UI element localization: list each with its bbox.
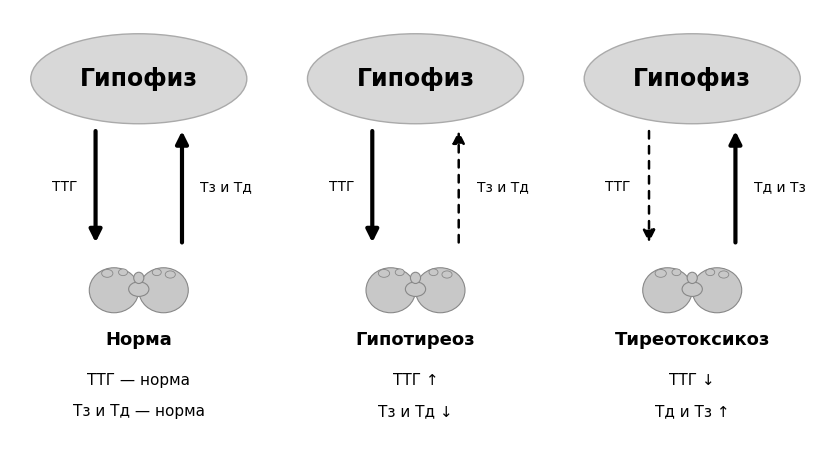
- Ellipse shape: [378, 270, 390, 277]
- Text: Гипофиз: Гипофиз: [80, 67, 198, 91]
- Ellipse shape: [429, 269, 438, 275]
- Ellipse shape: [101, 270, 113, 277]
- Ellipse shape: [129, 282, 149, 297]
- Ellipse shape: [719, 271, 729, 278]
- Text: ТТГ: ТТГ: [328, 180, 354, 194]
- Text: ТТГ: ТТГ: [52, 180, 77, 194]
- Text: Тиреотоксикоз: Тиреотоксикоз: [615, 331, 770, 349]
- Ellipse shape: [406, 282, 425, 297]
- Ellipse shape: [134, 272, 144, 284]
- Ellipse shape: [139, 268, 189, 313]
- Ellipse shape: [307, 34, 524, 124]
- Ellipse shape: [672, 269, 681, 275]
- Text: ТТГ — норма: ТТГ — норма: [87, 373, 190, 388]
- Text: ТТГ: ТТГ: [605, 180, 631, 194]
- Text: Тз и Тд: Тз и Тд: [200, 180, 252, 194]
- Ellipse shape: [642, 268, 692, 313]
- Ellipse shape: [366, 268, 416, 313]
- Ellipse shape: [706, 269, 715, 275]
- Ellipse shape: [584, 34, 800, 124]
- Ellipse shape: [411, 272, 420, 284]
- Ellipse shape: [165, 271, 175, 278]
- Ellipse shape: [31, 34, 247, 124]
- Text: ТТГ ↑: ТТГ ↑: [393, 373, 438, 388]
- Text: Тд и Тз ↑: Тд и Тз ↑: [655, 404, 730, 419]
- Ellipse shape: [119, 269, 127, 275]
- Text: Тз и Тд: Тз и Тд: [477, 180, 529, 194]
- Ellipse shape: [687, 272, 697, 284]
- Ellipse shape: [442, 271, 452, 278]
- Ellipse shape: [655, 270, 666, 277]
- Ellipse shape: [152, 269, 161, 275]
- Ellipse shape: [682, 282, 702, 297]
- Ellipse shape: [89, 268, 139, 313]
- Text: Гипотиреоз: Гипотиреоз: [356, 331, 475, 349]
- Text: Тз и Тд — норма: Тз и Тд — норма: [73, 404, 204, 419]
- Ellipse shape: [416, 268, 465, 313]
- Ellipse shape: [692, 268, 742, 313]
- Text: Тз и Тд ↓: Тз и Тд ↓: [378, 404, 453, 419]
- Text: Тд и Тз: Тд и Тз: [754, 180, 805, 194]
- Ellipse shape: [396, 269, 404, 275]
- Text: Норма: Норма: [106, 331, 172, 349]
- Text: ТТГ ↓: ТТГ ↓: [670, 373, 715, 388]
- Text: Гипофиз: Гипофиз: [356, 67, 475, 91]
- Text: Гипофиз: Гипофиз: [633, 67, 751, 91]
